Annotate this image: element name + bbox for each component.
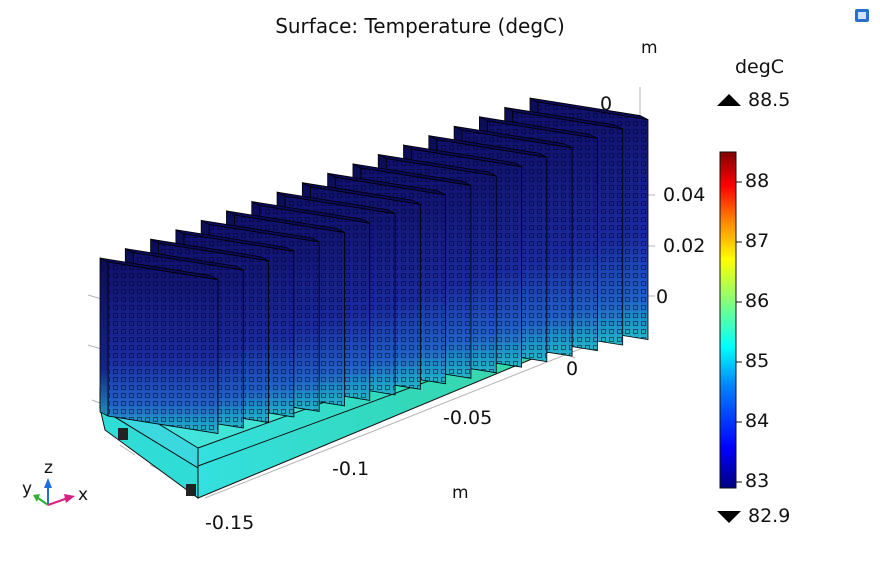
triad-x-label: x <box>78 485 89 505</box>
fin-top <box>529 97 649 120</box>
z-tick-0-02: 0.02 <box>663 235 706 257</box>
fin-edge <box>99 257 109 417</box>
x-tick-0: 0 <box>566 358 579 380</box>
fin-top <box>125 248 244 271</box>
x-tick-minus-0-15: -0.15 <box>205 512 255 534</box>
heat-sink-fins <box>99 97 649 435</box>
colorbar-tick-label: 84 <box>745 410 770 432</box>
colorbar-tick-label: 88 <box>745 170 770 192</box>
colorbar-max-label: 88.5 <box>748 89 791 111</box>
graphics-window-icon[interactable] <box>855 9 869 22</box>
fin-top <box>453 125 573 149</box>
fin-top <box>504 107 623 130</box>
fin-top <box>99 257 219 280</box>
x-tick-minus-0-05: -0.05 <box>443 407 493 429</box>
y-tick-0: 0 <box>600 93 613 115</box>
colorbar-min-label: 82.9 <box>748 505 791 527</box>
colorbar-tick-label: 85 <box>745 350 770 372</box>
z-tick-0-04: 0.04 <box>663 184 706 206</box>
fin-top <box>327 172 446 196</box>
colorbar-tick-label: 86 <box>745 290 770 312</box>
colorbar <box>719 151 737 489</box>
colorbar-tick-label: 83 <box>745 470 770 492</box>
z-axis-unit: m <box>641 38 658 58</box>
fin-top <box>403 144 522 168</box>
colorbar-ticks <box>736 181 742 483</box>
fin-perforation <box>108 262 218 434</box>
x-axis-unit: m <box>452 483 469 503</box>
fin-top <box>251 201 370 224</box>
x-tick-minus-0-1: -0.1 <box>332 458 370 480</box>
plot-title: Surface: Temperature (degC) <box>275 14 565 38</box>
fin-top <box>479 116 598 139</box>
fin-top <box>276 191 396 215</box>
triad-y-label: y <box>22 479 33 499</box>
fin-top <box>302 182 421 205</box>
fin-top <box>352 163 472 186</box>
colorbar-tick-label: 87 <box>745 230 770 252</box>
fin-top <box>200 219 320 243</box>
colorbar-min-marker <box>717 511 741 523</box>
fin-top <box>150 238 269 262</box>
fin-top <box>428 135 548 158</box>
triad-z-label: z <box>44 458 53 478</box>
z-tick-0: 0 <box>656 286 669 308</box>
fin-top <box>378 154 497 177</box>
fin-top <box>175 229 295 252</box>
axis-triad <box>33 478 75 506</box>
colorbar-max-marker <box>717 94 741 106</box>
colorbar-unit: degC <box>735 56 785 78</box>
fin-top <box>226 210 345 233</box>
